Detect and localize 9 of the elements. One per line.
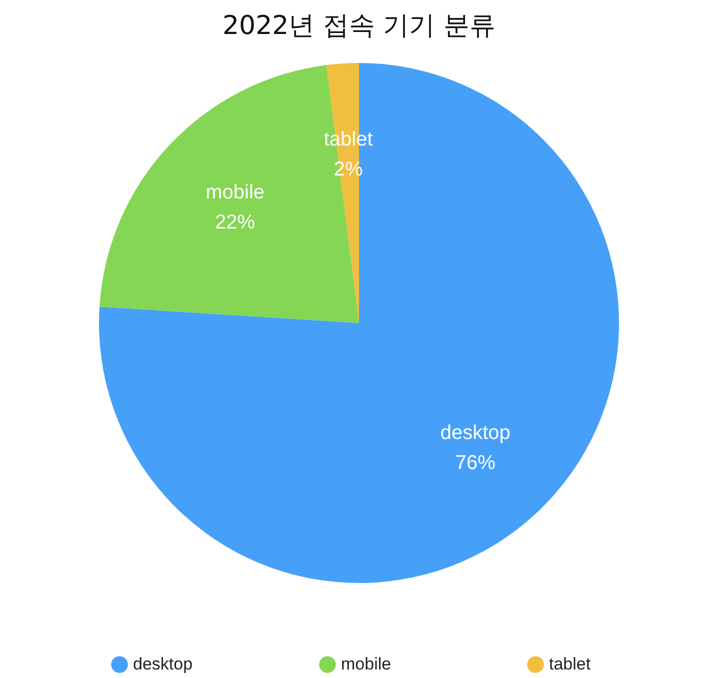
legend-label: mobile <box>341 654 392 674</box>
legend-label: desktop <box>133 654 193 674</box>
slice-label: desktop <box>440 422 510 444</box>
data-label: 22% <box>215 212 256 234</box>
slice-label: mobile <box>206 182 265 204</box>
slice-label: tablet <box>324 128 374 150</box>
data-label: 76% <box>455 452 496 474</box>
legend-label: tablet <box>549 654 591 674</box>
chart-title: 2022년 접속 기기 분류 <box>222 11 496 41</box>
